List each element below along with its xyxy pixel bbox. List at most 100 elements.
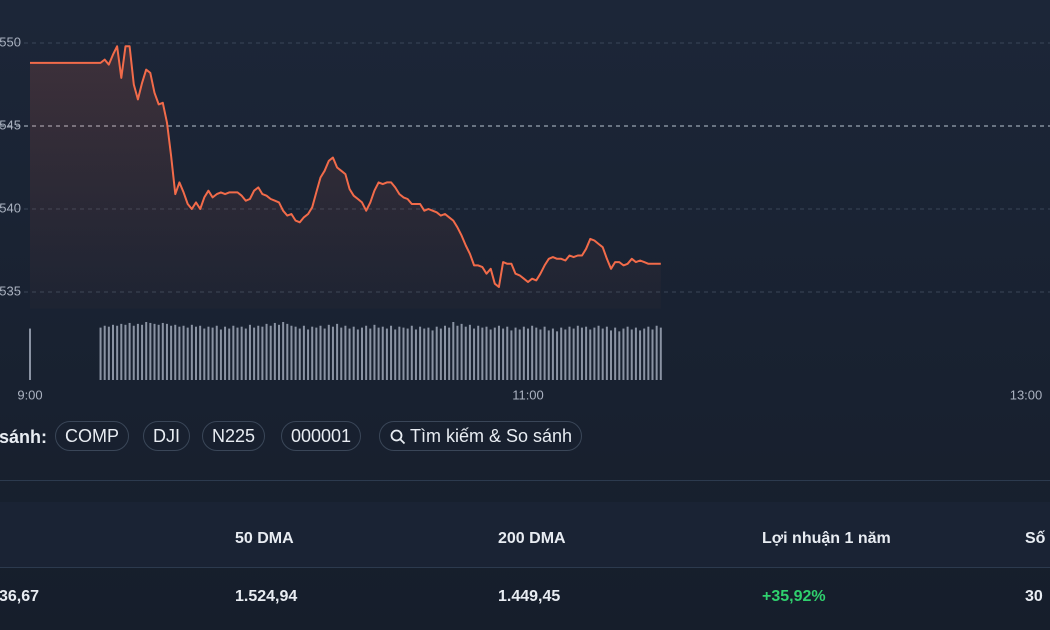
- volume-bar: [107, 326, 110, 380]
- volume-bar: [348, 328, 351, 380]
- volume-bar: [576, 325, 579, 380]
- search-chip[interactable]: Tìm kiếm & So sánh: [379, 421, 583, 451]
- compare-label: So sánh:: [0, 427, 48, 447]
- volume-bar: [655, 325, 658, 380]
- chart: 1.535 1.540 1.545 1.550 9:00 11:00 13:00: [0, 34, 1050, 402]
- row-cell: +35,92%: [762, 588, 826, 605]
- volume-bar: [651, 329, 654, 380]
- volume-bar: [518, 329, 521, 380]
- volume-bar: [605, 326, 608, 380]
- volume-bar: [290, 325, 293, 380]
- volume-bar: [610, 330, 612, 380]
- x-tick-label: 11:00: [512, 387, 544, 402]
- volume-bar: [298, 328, 301, 380]
- volume-bar: [448, 327, 451, 380]
- volume-bar: [149, 322, 152, 380]
- volume-bar: [294, 326, 297, 380]
- volume-bar: [124, 324, 127, 380]
- divider: [0, 480, 1050, 481]
- volume-bar: [473, 328, 476, 380]
- volume-bar: [211, 327, 214, 380]
- volume-bar: [419, 326, 422, 380]
- y-tick-label: 1.550: [0, 34, 21, 49]
- volume-bar: [153, 323, 156, 380]
- volume-bar: [464, 326, 467, 380]
- volume-bar: [224, 326, 227, 380]
- volume-bar: [531, 325, 534, 380]
- volume-bar: [286, 323, 289, 380]
- volume-bar: [406, 328, 409, 380]
- volume-bar: [311, 326, 314, 380]
- volume-bar: [634, 327, 637, 380]
- volume-bar: [182, 325, 185, 380]
- compare-chip[interactable]: N225: [202, 421, 266, 451]
- compare-chip[interactable]: DJI: [143, 421, 190, 451]
- volume-bar: [502, 328, 505, 380]
- compare-bar: So sánh: COMP DJI N225 000001 Tìm kiếm &…: [0, 421, 1050, 453]
- volume-bar: [535, 327, 538, 380]
- volume-bar: [356, 329, 359, 380]
- volume-bar: [539, 329, 542, 380]
- volume-bar: [136, 323, 139, 380]
- volume-bar: [614, 327, 617, 380]
- volume-bar: [493, 327, 496, 380]
- row-cell: 1.536,67: [0, 588, 39, 605]
- volume-bar: [639, 330, 642, 380]
- search-icon: [390, 429, 406, 445]
- volume-bar: [273, 322, 276, 380]
- volume-bar: [410, 325, 413, 380]
- volume-bar: [132, 325, 135, 380]
- volume-bar: [244, 328, 247, 380]
- volume-bar: [315, 327, 318, 380]
- volume-bar: [240, 326, 243, 380]
- volume-bar: [190, 324, 193, 380]
- volume-bar: [232, 325, 235, 380]
- volume-bar: [622, 328, 625, 380]
- volume-bar: [186, 327, 189, 380]
- volume-bar: [236, 327, 239, 380]
- volume-bar: [157, 324, 160, 380]
- volume-bar: [319, 325, 322, 380]
- volume-bar: [203, 328, 206, 380]
- volume-bar: [547, 330, 550, 380]
- volume-bar: [593, 327, 596, 380]
- y-tick-label: 1.540: [0, 200, 21, 215]
- volume-bar: [497, 325, 500, 380]
- volume-bar: [560, 327, 563, 380]
- volume-bar: [427, 327, 430, 380]
- volume-bar: [477, 325, 480, 380]
- volume-bar: [506, 326, 509, 380]
- volume-bar: [568, 326, 571, 380]
- volume-bar: [585, 326, 588, 380]
- volume-bar: [597, 325, 600, 380]
- volume-bar: [344, 325, 347, 380]
- volume-bar: [253, 327, 256, 380]
- volume-bar: [352, 326, 355, 380]
- header-cell: 200 DMA: [498, 530, 566, 547]
- y-tick-label: 1.535: [0, 283, 21, 298]
- volume-bar: [165, 323, 168, 380]
- volume-bar: [365, 325, 368, 380]
- volume-bar: [514, 327, 517, 380]
- volume-bar: [327, 324, 330, 380]
- volume-bar: [423, 328, 426, 380]
- volume-bar: [207, 326, 210, 380]
- volume-bar: [444, 325, 446, 380]
- y-tick-label: 1.545: [0, 117, 21, 132]
- volume-bar: [456, 325, 459, 380]
- volume-bar: [112, 324, 114, 380]
- volume-bar: [331, 326, 334, 380]
- volume-bar: [580, 327, 583, 380]
- compare-chip[interactable]: 000001: [281, 421, 362, 451]
- volume-bar: [618, 331, 621, 380]
- volume-bar: [307, 329, 310, 380]
- volume-bar: [394, 329, 397, 380]
- volume-bar: [323, 328, 326, 380]
- volume-bar: [390, 325, 393, 380]
- volume-bar: [468, 324, 471, 380]
- x-tick-label: 9:00: [17, 387, 42, 402]
- compare-chip[interactable]: COMP: [55, 421, 129, 451]
- volume-bar: [278, 324, 280, 380]
- volume-bar: [460, 323, 463, 380]
